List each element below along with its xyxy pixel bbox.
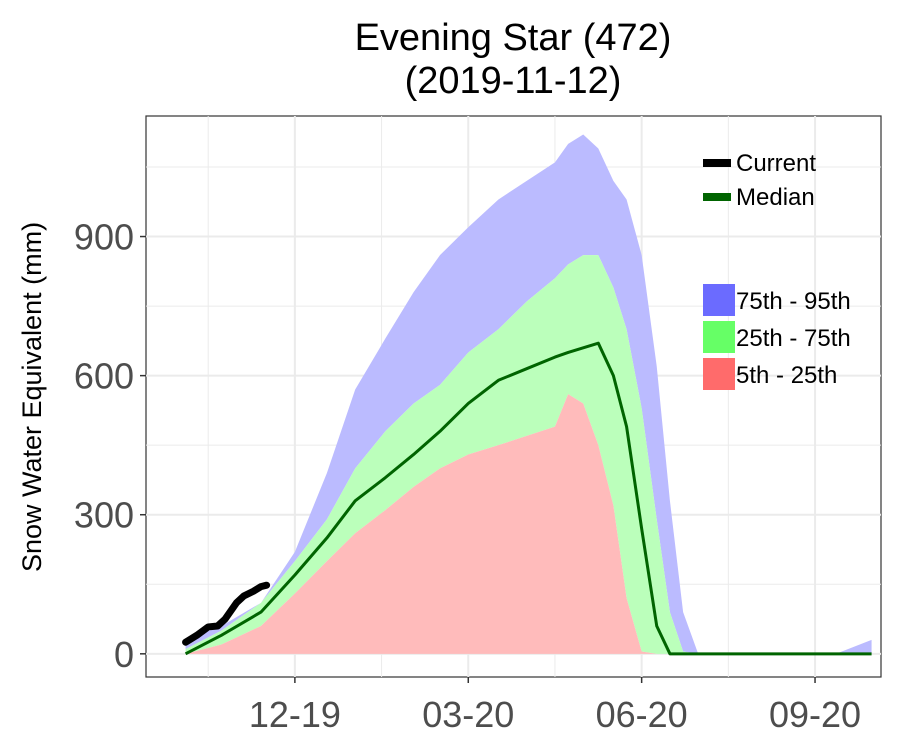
band-5th-25th [185,394,872,654]
y-tick-label: 600 [74,356,134,397]
band-25th-75th [185,255,872,654]
median-line [184,341,872,656]
legend-key-band [703,321,735,353]
y-tick-label: 0 [114,634,134,675]
legend-label: 5th - 25th [736,362,837,389]
legend-label: 75th - 95th [736,288,851,315]
chart-title: Evening Star (472) [355,17,672,59]
legend-label: Current [736,150,816,177]
band-75th-95th [185,134,872,654]
y-tick-label: 900 [74,217,134,258]
x-tick-label: 12-19 [249,694,341,735]
chart-subtitle: (2019-11-12) [405,60,622,102]
percentile-bands [185,134,872,654]
x-tick-label: 09-20 [769,694,861,735]
current-line [182,581,271,646]
legend: Current Median 75th - 95th 25th - 75th 5th -… [703,150,851,390]
series-lines [182,341,872,656]
y-tick-label: 300 [74,495,134,536]
legend-key-band [703,284,735,316]
legend-label: Median [736,184,815,211]
y-axis: 0 300 600 900 [74,217,146,675]
legend-label: 25th - 75th [736,325,851,352]
x-tick-label: 03-20 [422,694,514,735]
y-axis-label: Snow Water Equivalent (mm) [17,222,47,572]
x-axis: 12-19 03-20 06-20 09-20 [249,677,861,735]
x-tick-label: 06-20 [596,694,688,735]
legend-key-band [703,358,735,390]
legend-key-line [703,193,731,201]
legend-key-line [703,159,731,167]
